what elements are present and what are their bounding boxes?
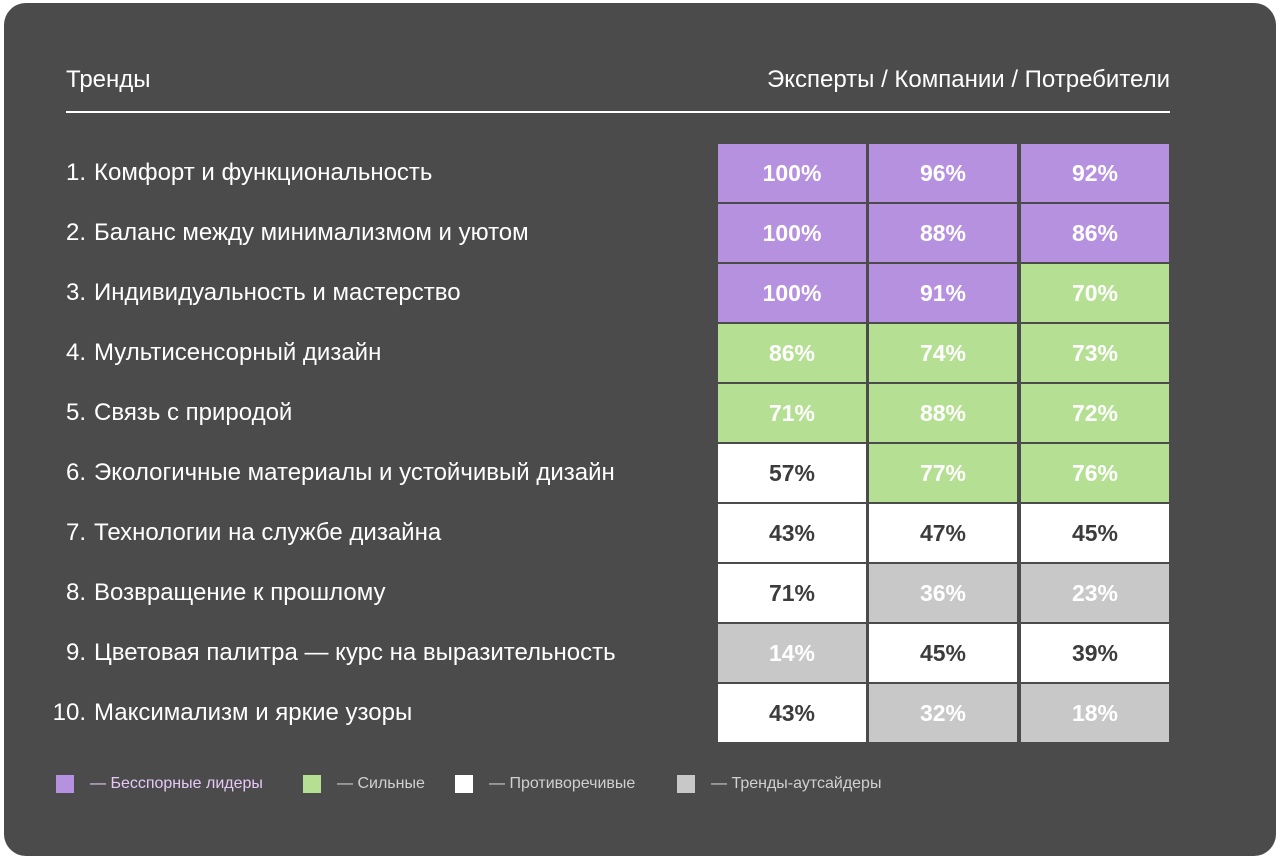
legend-swatch [455, 775, 473, 793]
trend-number: 9. [65, 639, 86, 666]
value-cell-consumers: 39% [1021, 624, 1169, 682]
value-cell-companies: 96% [869, 144, 1017, 202]
table-row: 8. Возвращение к прошлому 71% 36% 23% [0, 564, 1280, 622]
header-trends-label: Тренды [66, 66, 151, 93]
value-cell-experts: 100% [718, 264, 866, 322]
trend-label: Возвращение к прошлому [94, 579, 386, 606]
value-cell-companies: 77% [869, 444, 1017, 502]
legend-label: — Бесспорные лидеры [90, 775, 263, 792]
trend-number: 3. [65, 279, 86, 306]
value-cell-consumers: 23% [1021, 564, 1169, 622]
table-row: 4. Мультисенсорный дизайн 86% 74% 73% [0, 324, 1280, 382]
value-cell-companies: 88% [869, 384, 1017, 442]
value-cell-consumers: 72% [1021, 384, 1169, 442]
legend-swatch [677, 775, 695, 793]
value-cell-consumers: 70% [1021, 264, 1169, 322]
trend-number: 6. [65, 459, 86, 486]
table-row: 9. Цветовая палитра — курс на выразительн… [0, 624, 1280, 682]
trend-label: Экологичные материалы и устойчивый дизай… [94, 459, 615, 486]
value-cell-consumers: 73% [1021, 324, 1169, 382]
value-cell-companies: 36% [869, 564, 1017, 622]
trend-number: 8. [65, 579, 86, 606]
table-row: 10. Максимализм и яркие узоры 43% 32% 18% [0, 684, 1280, 742]
value-cell-consumers: 18% [1021, 684, 1169, 742]
legend-label: — Противоречивые [489, 775, 636, 792]
value-cell-companies: 47% [869, 504, 1017, 562]
value-cell-experts: 100% [718, 204, 866, 262]
table-row: 5. Связь с природой 71% 88% 72% [0, 384, 1280, 442]
trend-number: 2. [65, 219, 86, 246]
legend-swatch [56, 775, 74, 793]
value-cell-companies: 91% [869, 264, 1017, 322]
trend-number: 10. [52, 699, 86, 726]
value-cell-experts: 43% [718, 684, 866, 742]
trend-number: 7. [65, 519, 86, 546]
value-cell-experts: 100% [718, 144, 866, 202]
trend-label: Технологии на службе дизайна [94, 519, 442, 546]
value-cell-companies: 32% [869, 684, 1017, 742]
trend-number: 4. [65, 339, 86, 366]
value-cell-companies: 45% [869, 624, 1017, 682]
value-cell-experts: 57% [718, 444, 866, 502]
trend-label: Комфорт и функциональность [94, 159, 433, 186]
trend-label: Мультисенсорный дизайн [94, 339, 382, 366]
value-cell-experts: 86% [718, 324, 866, 382]
value-cell-consumers: 76% [1021, 444, 1169, 502]
trend-number: 1. [65, 159, 86, 186]
trend-number: 5. [65, 399, 86, 426]
value-cell-consumers: 86% [1021, 204, 1169, 262]
legend-label: — Тренды-аутсайдеры [711, 775, 882, 792]
value-cell-experts: 14% [718, 624, 866, 682]
table-row: 6. Экологичные материалы и устойчивый диз… [0, 444, 1280, 502]
trend-label: Цветовая палитра — курс на выразительнос… [94, 639, 616, 666]
table-row: 3. Индивидуальность и мастерство 100% 91% 70… [0, 264, 1280, 322]
table-row: 7. Технологии на службе дизайна 43% 47% 45% [0, 504, 1280, 562]
value-cell-companies: 74% [869, 324, 1017, 382]
value-cell-experts: 71% [718, 564, 866, 622]
table-header: Тренды Эксперты / Компании / Потребители [66, 66, 1170, 98]
trend-label: Связь с природой [94, 399, 293, 426]
trend-label: Баланс между минимализмом и уютом [94, 219, 529, 246]
header-groups-label: Эксперты / Компании / Потребители [767, 66, 1170, 93]
value-cell-companies: 88% [869, 204, 1017, 262]
value-cell-consumers: 92% [1021, 144, 1169, 202]
value-cell-consumers: 45% [1021, 504, 1169, 562]
table-row: 2. Баланс между минимализмом и уютом 100% 8… [0, 204, 1280, 262]
trend-label: Максимализм и яркие узоры [94, 699, 413, 726]
legend-swatch [303, 775, 321, 793]
legend-label: — Сильные [337, 775, 425, 792]
value-cell-experts: 71% [718, 384, 866, 442]
header-divider [66, 111, 1170, 113]
value-cell-experts: 43% [718, 504, 866, 562]
table-row: 1. Комфорт и функциональность 100% 96% 92% [0, 144, 1280, 202]
trend-label: Индивидуальность и мастерство [94, 279, 461, 306]
